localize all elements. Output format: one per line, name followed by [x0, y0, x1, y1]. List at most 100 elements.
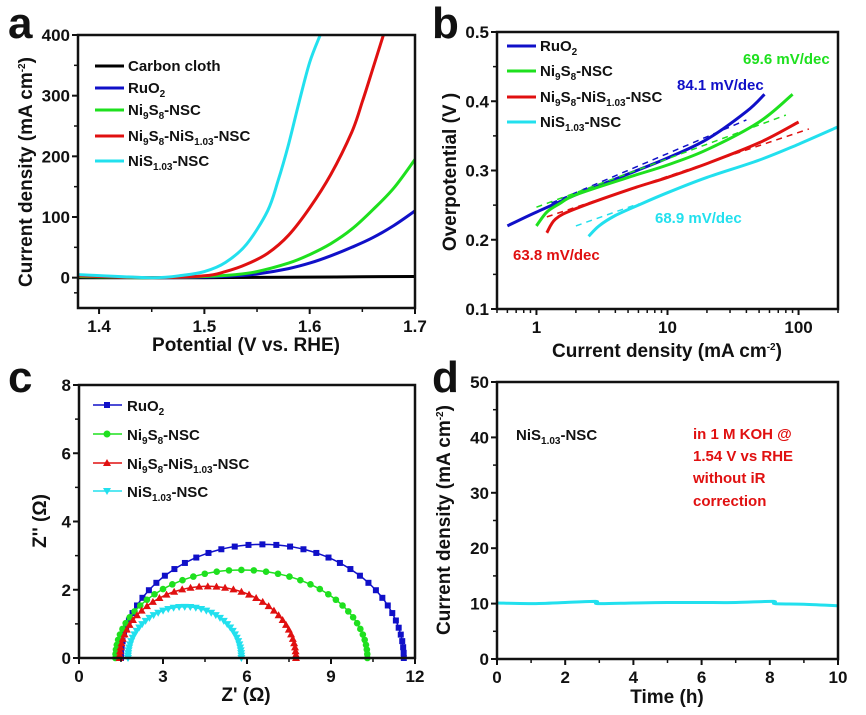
data-point-ni9s8-nsc — [113, 641, 121, 649]
data-point-ni9s8-nis1-03-nsc — [170, 587, 179, 595]
y-tick-label: 8 — [62, 376, 71, 395]
legend-label-nis: NiS1.03-NSC — [127, 484, 208, 504]
series-line-nis1-03-nsc — [78, 35, 322, 280]
panel-c-eis-chart: 0 3 6 9 12 0 2 4 6 8 — [62, 376, 425, 686]
data-point-ni9s8-nsc — [136, 602, 144, 609]
panel-d-ylabel: Current density (mA cm-2) — [434, 405, 455, 635]
data-point-ni9s8-nis1-03-nsc — [258, 597, 267, 605]
x-tick-label: 10 — [658, 318, 677, 337]
data-point-nis1-03-nsc — [169, 604, 178, 612]
condition-line: without iR — [692, 470, 766, 487]
y-tick-label: 0.1 — [465, 300, 489, 319]
series-line-nis1-03-nsc — [497, 599, 838, 608]
y-tick-label: 100 — [42, 208, 70, 227]
x-tick-label: 4 — [629, 668, 639, 687]
data-point-ni9s8-nsc — [159, 585, 167, 593]
data-point-ni9s8-nis1-03-nsc — [120, 630, 129, 638]
data-point-ruo2 — [392, 617, 399, 624]
data-point-ruo2 — [325, 554, 332, 561]
x-tick-label: 0 — [492, 668, 501, 687]
data-point-ni9s8-nis1-03-nsc — [229, 585, 238, 593]
data-point-ni9s8-nsc — [353, 619, 361, 627]
data-point-ni9s8-nis1-03-nsc — [142, 602, 151, 610]
panel-b-xlabel: Current density (mA cm-2) — [552, 341, 782, 362]
plot-area — [506, 93, 838, 238]
series-line-ruo2 — [506, 93, 766, 228]
x-tick-label: 1.6 — [298, 317, 322, 336]
data-point-ni9s8-nis1-03-nsc — [186, 583, 195, 591]
panel-d-xlabel: Time (h) — [630, 687, 704, 708]
data-point-nis1-03-nsc — [154, 609, 163, 617]
x-tick-label: 0 — [74, 667, 83, 686]
data-point-ni9s8-nsc — [238, 566, 245, 574]
series-line-nis1-03-nsc — [587, 125, 838, 238]
data-point-ruo2 — [145, 587, 152, 594]
data-point-nis1-03-nsc — [145, 614, 154, 622]
y-tick-label: 40 — [470, 428, 489, 447]
legend-label-ruo2: RuO2 — [540, 38, 578, 58]
data-point-ruo2 — [218, 546, 225, 553]
panel-letter-d: d — [432, 353, 459, 402]
data-point-nis1-03-nsc — [215, 614, 224, 622]
y-tick-label: 0.3 — [465, 162, 489, 181]
legend-label-ruo2: RuO2 — [127, 398, 165, 418]
panel-d-sample-label: NiS1.03-NSC — [516, 427, 597, 447]
data-point-ni9s8-nsc — [122, 619, 129, 627]
data-point-ni9s8-nis1-03-nsc — [195, 582, 204, 590]
panel-a-xlabel: Potential (V vs. RHE) — [152, 335, 340, 356]
y-tick-label: 0 — [62, 649, 71, 668]
data-point-nis1-03-nsc — [211, 612, 220, 620]
data-point-ruo2 — [389, 610, 396, 617]
legend-marker-triangle-down — [103, 488, 111, 495]
data-point-ni9s8-nsc — [213, 568, 221, 575]
panel-d-condition-note: in 1 M KOH @ 1.54 V vs RHE without iR co… — [692, 426, 793, 510]
data-point-ni9s8-nsc — [307, 581, 314, 588]
data-point-ni9s8-nis1-03-nsc — [252, 594, 261, 602]
data-point-nis1-03-nsc — [186, 604, 195, 612]
data-point-ni9s8-nis1-03-nsc — [178, 585, 187, 593]
data-point-ni9s8-nis1-03-nsc — [291, 643, 300, 651]
panel-letter-c: c — [8, 353, 32, 402]
data-point-ni9s8-nis1-03-nsc — [290, 639, 299, 647]
legend-label-carbon-cloth: Carbon cloth — [128, 58, 221, 75]
y-tick-label: 10 — [470, 595, 489, 614]
series-line-ni9s8-nsc — [535, 93, 794, 227]
data-point-ruo2 — [372, 587, 379, 594]
panel-c-ylabel: Z'' (Ω) — [30, 494, 51, 548]
y-tick-label: 0.4 — [465, 92, 489, 111]
data-point-ruo2 — [273, 541, 280, 548]
tafel-slope-ni9s8: 69.6 mV/dec — [743, 51, 830, 68]
data-point-ni9s8-nis1-03-nsc — [245, 590, 254, 598]
x-tick-label: 1.5 — [193, 317, 217, 336]
data-point-ni9s8-nis1-03-nsc — [118, 634, 127, 642]
data-point-ruo2 — [384, 602, 391, 609]
tafel-slope-ni9s8-nis: 63.8 mV/dec — [513, 247, 600, 264]
x-tick-label: 10 — [829, 668, 848, 687]
y-tick-label: 4 — [62, 513, 72, 532]
x-tick-label: 100 — [784, 318, 812, 337]
data-point-nis1-03-nsc — [149, 612, 158, 620]
data-point-ni9s8-nis1-03-nsc — [122, 625, 131, 633]
data-point-ni9s8-nis1-03-nsc — [282, 620, 291, 628]
data-point-ruo2 — [153, 579, 160, 586]
data-point-ni9s8-nis1-03-nsc — [155, 594, 164, 602]
data-point-ruo2 — [313, 549, 320, 556]
y-tick-label: 6 — [62, 444, 71, 463]
y-tick-label: 0 — [61, 269, 70, 288]
tafel-slope-nis: 68.9 mV/dec — [655, 210, 742, 227]
x-tick-label: 3 — [158, 667, 167, 686]
data-point-ni9s8-nis1-03-nsc — [269, 606, 278, 614]
data-point-ni9s8-nsc — [262, 568, 270, 575]
data-point-nis1-03-nsc — [159, 607, 168, 615]
data-point-nis1-03-nsc — [124, 647, 133, 655]
data-point-ruo2 — [347, 566, 354, 573]
y-tick-label: 200 — [42, 147, 70, 166]
data-point-ni9s8-nis1-03-nsc — [264, 602, 273, 610]
data-point-ni9s8-nsc — [339, 602, 346, 609]
x-tick-label: 2 — [560, 668, 569, 687]
data-point-ni9s8-nis1-03-nsc — [133, 611, 142, 619]
data-point-ni9s8-nis1-03-nsc — [128, 616, 137, 624]
data-point-nis1-03-nsc — [180, 603, 189, 611]
data-point-ni9s8-nis1-03-nsc — [288, 634, 297, 642]
data-point-ruo2 — [336, 559, 343, 566]
